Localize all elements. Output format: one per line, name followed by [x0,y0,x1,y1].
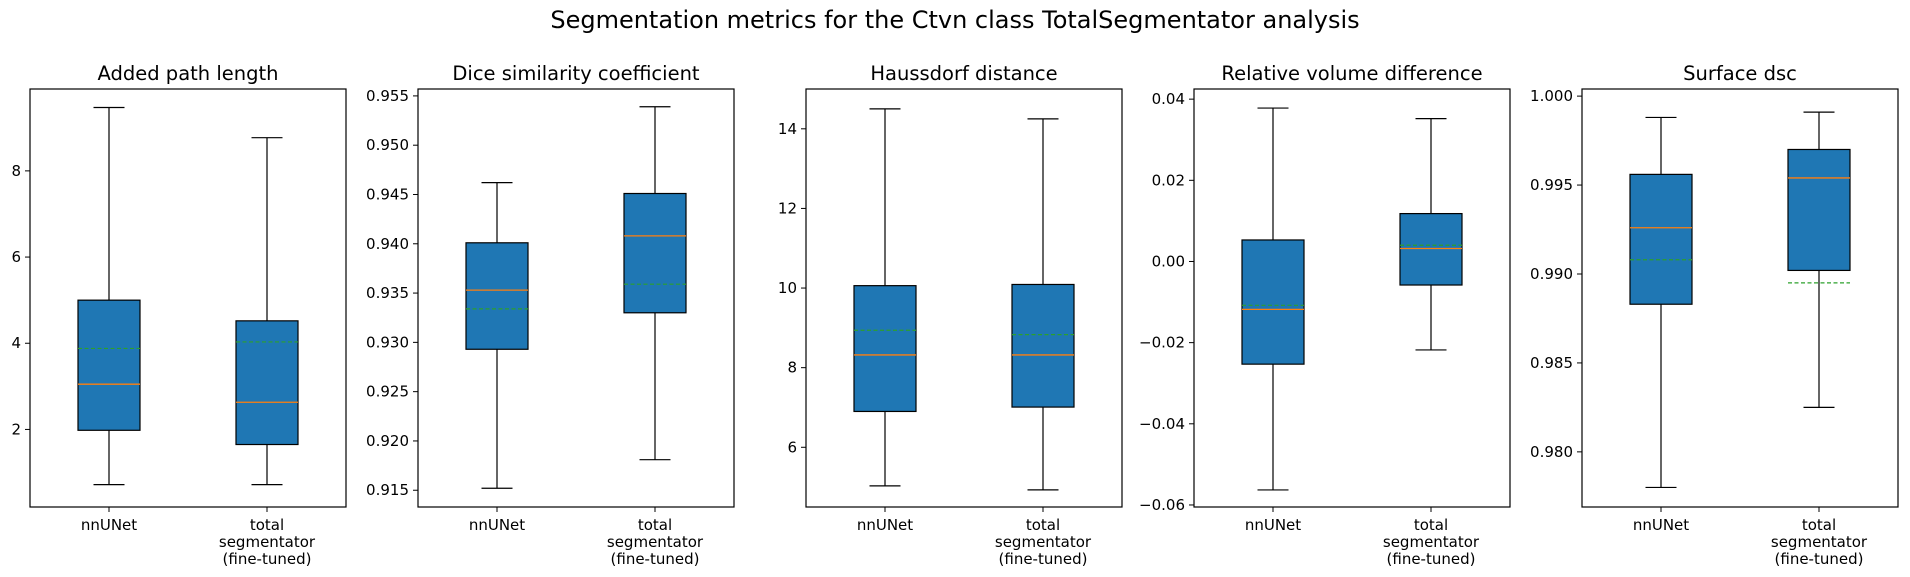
y-tick-label: 0.980 [1530,443,1573,461]
x-tick-label: nnUNet [1633,516,1689,534]
y-tick-label: 0.915 [366,481,409,499]
box-iqr [77,299,141,431]
box-iqr [235,320,299,446]
x-tick-label: nnUNet [857,516,913,534]
x-tick-label: (fine-tuned) [1387,550,1476,568]
y-tick-label: 12 [778,199,797,217]
box-iqr [1629,173,1693,305]
box-iqr [1399,212,1463,286]
x-tick-label: nnUNet [469,516,525,534]
axes-frame [805,88,1123,508]
box-iqr [1241,239,1305,365]
x-tick-label: total [1802,516,1836,534]
y-tick-label: 4 [11,334,21,352]
y-tick-label: 0.930 [366,333,409,351]
axes-frame [1581,88,1899,508]
x-tick-label: total [250,516,284,534]
x-tick-label: (fine-tuned) [1775,550,1864,568]
y-tick-label: 0.00 [1152,252,1185,270]
x-tick-label: segmentator [219,533,316,551]
x-tick-label: (fine-tuned) [999,550,1088,568]
subplot-title: Added path length [97,62,278,85]
box-iqr [465,242,529,350]
subplot-title: Relative volume difference [1221,62,1482,85]
y-tick-label: 0.920 [366,432,409,450]
y-tick-label: 0.935 [366,284,409,302]
subplot-title: Haussdorf distance [870,62,1057,85]
figure-title: Segmentation metrics for the Ctvn class … [550,6,1360,34]
x-tick-label: segmentator [1383,533,1480,551]
x-tick-label: segmentator [995,533,1092,551]
x-tick-label: segmentator [1771,533,1868,551]
x-tick-label: total [1414,516,1448,534]
y-tick-label: 1.000 [1530,87,1573,105]
box-iqr [1787,148,1851,272]
y-tick-label: 2 [11,420,21,438]
box-iqr [623,192,687,314]
axes-frame [417,88,735,508]
y-tick-label: 6 [11,248,21,266]
box-iqr [853,285,917,413]
x-tick-label: (fine-tuned) [611,550,700,568]
x-tick-label: nnUNet [1245,516,1301,534]
axes-frame [29,88,347,508]
y-tick-label: 0.02 [1152,171,1185,189]
x-tick-label: (fine-tuned) [223,550,312,568]
x-tick-label: total [1026,516,1060,534]
y-tick-label: 0.925 [366,383,409,401]
y-tick-label: 8 [787,359,797,377]
x-tick-label: total [638,516,672,534]
y-tick-label: 0.955 [366,87,409,105]
subplot-title: Dice similarity coefficient [452,62,700,85]
y-tick-label: −0.04 [1139,415,1185,433]
box-iqr [1011,283,1075,408]
x-tick-label: nnUNet [81,516,137,534]
y-tick-label: 0.950 [366,136,409,154]
y-tick-label: 0.985 [1530,354,1573,372]
subplot-title: Surface dsc [1683,62,1797,85]
y-tick-label: 10 [778,279,797,297]
axes-frame [1193,88,1511,508]
y-tick-label: 0.995 [1530,176,1573,194]
y-tick-label: 0.940 [366,235,409,253]
y-tick-label: −0.06 [1139,496,1185,514]
y-tick-label: −0.02 [1139,334,1185,352]
y-tick-label: 8 [11,162,21,180]
y-tick-label: 0.990 [1530,265,1573,283]
y-tick-label: 0.04 [1152,90,1185,108]
y-tick-label: 6 [787,438,797,456]
y-tick-label: 0.945 [366,185,409,203]
x-tick-label: segmentator [607,533,704,551]
y-tick-label: 14 [778,120,797,138]
